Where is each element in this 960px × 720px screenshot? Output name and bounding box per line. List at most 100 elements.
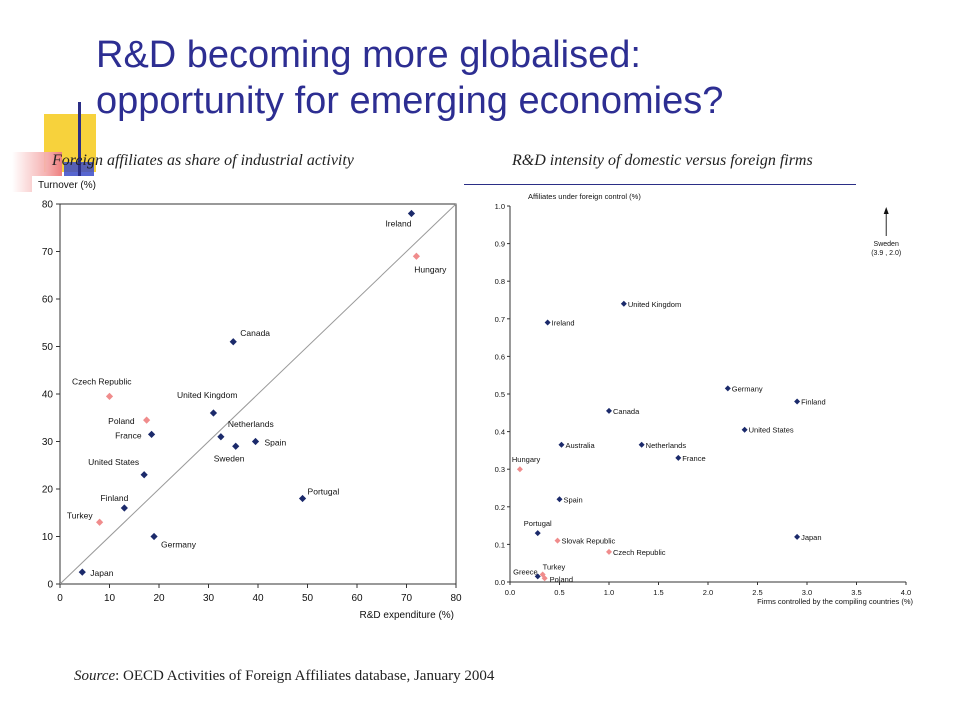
annotation-sweden-value: (3.9 , 2.0) xyxy=(871,250,901,257)
point-spain xyxy=(556,496,563,503)
point-netherlands xyxy=(638,441,645,448)
y-tick-label: 0.3 xyxy=(495,465,505,474)
point-united-kingdom xyxy=(209,409,218,417)
x-tick-label: 1.0 xyxy=(604,588,614,597)
x-tick-label: 4.0 xyxy=(901,588,911,597)
point-label-spain: Spain xyxy=(265,438,287,448)
x-tick-label: 0 xyxy=(57,593,63,604)
point-japan xyxy=(78,568,86,576)
point-label-canada: Canada xyxy=(613,407,640,416)
point-germany xyxy=(724,385,731,392)
point-united-states xyxy=(741,426,748,433)
point-canada xyxy=(606,407,612,414)
x-tick-label: 30 xyxy=(203,593,215,604)
x-tick-label: 20 xyxy=(153,593,165,604)
point-label-portugal: Portugal xyxy=(524,519,552,528)
point-spain xyxy=(251,437,260,446)
point-label-france: France xyxy=(115,430,142,440)
chart-foreign-affiliates: 0 10 20 30 40 50 60 70 80 0 10 20 30 40 50 60 70 80 Turnov… xyxy=(38,180,462,621)
chart-foreign-affiliates-panel: 0 10 20 30 40 50 60 70 80 0 10 20 30 40 50 60 70 80 Turnov… xyxy=(32,176,464,628)
point-label-finland: Finland xyxy=(801,398,826,407)
point-germany xyxy=(150,532,158,541)
point-france xyxy=(147,430,156,438)
point-united-kingdom xyxy=(620,300,627,307)
y-tick-label: 0.4 xyxy=(495,428,505,437)
point-label-greece: Greece xyxy=(513,567,538,576)
point-label-japan: Japan xyxy=(801,533,821,542)
annotation-sweden: Sweden xyxy=(874,241,899,248)
point-label-portugal: Portugal xyxy=(308,487,340,497)
point-finland xyxy=(794,398,801,405)
point-label-finland: Finland xyxy=(100,493,128,503)
y-tick-label: 0.1 xyxy=(495,540,505,549)
point-turkey xyxy=(96,518,104,526)
y-tick-label: 1.0 xyxy=(495,202,505,211)
x-tick-label: 40 xyxy=(252,593,264,604)
y-tick-label: 40 xyxy=(42,390,54,401)
x-tick-label: 80 xyxy=(450,593,462,604)
point-ireland xyxy=(544,319,551,326)
point-label-turkey: Turkey xyxy=(543,562,566,571)
y-tick-label: 0.8 xyxy=(495,277,505,286)
point-label-ireland: Ireland xyxy=(385,219,411,229)
point-label-united-states: United States xyxy=(88,457,139,467)
point-portugal xyxy=(534,530,541,537)
y-tick-label: 60 xyxy=(42,295,54,306)
title-line-1: R&D becoming more globalised: xyxy=(96,34,641,76)
point-label-germany: Germany xyxy=(732,384,763,393)
point-label-poland: Poland xyxy=(108,416,135,426)
point-france xyxy=(675,454,682,461)
point-label-united-states: United States xyxy=(749,426,794,435)
point-czech-republic xyxy=(105,392,114,400)
x-tick-label: 0.5 xyxy=(554,588,564,597)
chart-right-title: R&D intensity of domestic versus foreign… xyxy=(512,152,813,169)
chart-left-title: Foreign affiliates as share of industria… xyxy=(52,152,354,169)
source-text: : OECD Activities of Foreign Affiliates … xyxy=(115,668,495,684)
point-label-slovak-republic: Slovak Republic xyxy=(562,537,616,546)
point-hungary xyxy=(412,252,420,260)
point-ireland xyxy=(407,209,416,218)
x-tick-label: 3.5 xyxy=(851,588,861,597)
point-label-netherlands: Netherlands xyxy=(646,441,687,450)
point-poland xyxy=(541,575,548,582)
point-label-united-kingdom: United Kingdom xyxy=(177,390,237,400)
y-tick-label: 0.9 xyxy=(495,240,505,249)
y-tick-label: 0.5 xyxy=(495,390,505,399)
x-tick-label: 0.0 xyxy=(505,588,515,597)
point-canada xyxy=(229,338,237,346)
y-tick-label: 0 xyxy=(47,580,53,591)
source-label: Source xyxy=(74,668,116,684)
point-label-australia: Australia xyxy=(565,441,595,450)
point-label-netherlands: Netherlands xyxy=(228,419,274,429)
point-slovak-republic xyxy=(554,537,561,544)
point-label-czech-republic: Czech Republic xyxy=(613,548,666,557)
x-tick-label: 2.5 xyxy=(752,588,762,597)
point-label-united-kingdom: United Kingdom xyxy=(628,300,681,309)
x-tick-label: 2.0 xyxy=(703,588,713,597)
point-portugal xyxy=(298,494,307,503)
y-tick-label: 80 xyxy=(42,200,54,211)
x-tick-label: 3.0 xyxy=(802,588,812,597)
x-axis-label: Firms controlled by the compiling countr… xyxy=(757,597,913,606)
x-tick-label: 1.5 xyxy=(653,588,663,597)
y-tick-label: 0.2 xyxy=(495,503,505,512)
point-label-canada: Canada xyxy=(240,328,270,338)
point-sweden xyxy=(232,442,240,450)
x-tick-label: 60 xyxy=(351,593,363,604)
y-tick-label: 20 xyxy=(42,485,54,496)
point-label-poland: Poland xyxy=(550,575,573,584)
chart-rd-intensity-panel: 0.0 0.1 0.2 0.3 0.4 0.5 0.6 0.7 0.8 0.9 1.0 0.0 0.5 1… xyxy=(466,186,918,620)
y-tick-label: 0.0 xyxy=(495,578,505,587)
point-label-turkey: Turkey xyxy=(67,510,93,520)
point-label-hungary: Hungary xyxy=(512,455,541,464)
point-united-states xyxy=(140,471,148,479)
y-axis-label: Affiliates under foreign control (%) xyxy=(528,192,641,201)
source-note: Source: OECD Activities of Foreign Affil… xyxy=(74,668,494,685)
y-tick-label: 50 xyxy=(42,342,54,353)
y-tick-label: 70 xyxy=(42,247,54,258)
point-czech-republic xyxy=(606,548,612,555)
point-label-spain: Spain xyxy=(564,495,583,504)
point-greece xyxy=(534,573,541,580)
point-label-ireland: Ireland xyxy=(552,319,575,328)
point-label-france: France xyxy=(682,454,705,463)
